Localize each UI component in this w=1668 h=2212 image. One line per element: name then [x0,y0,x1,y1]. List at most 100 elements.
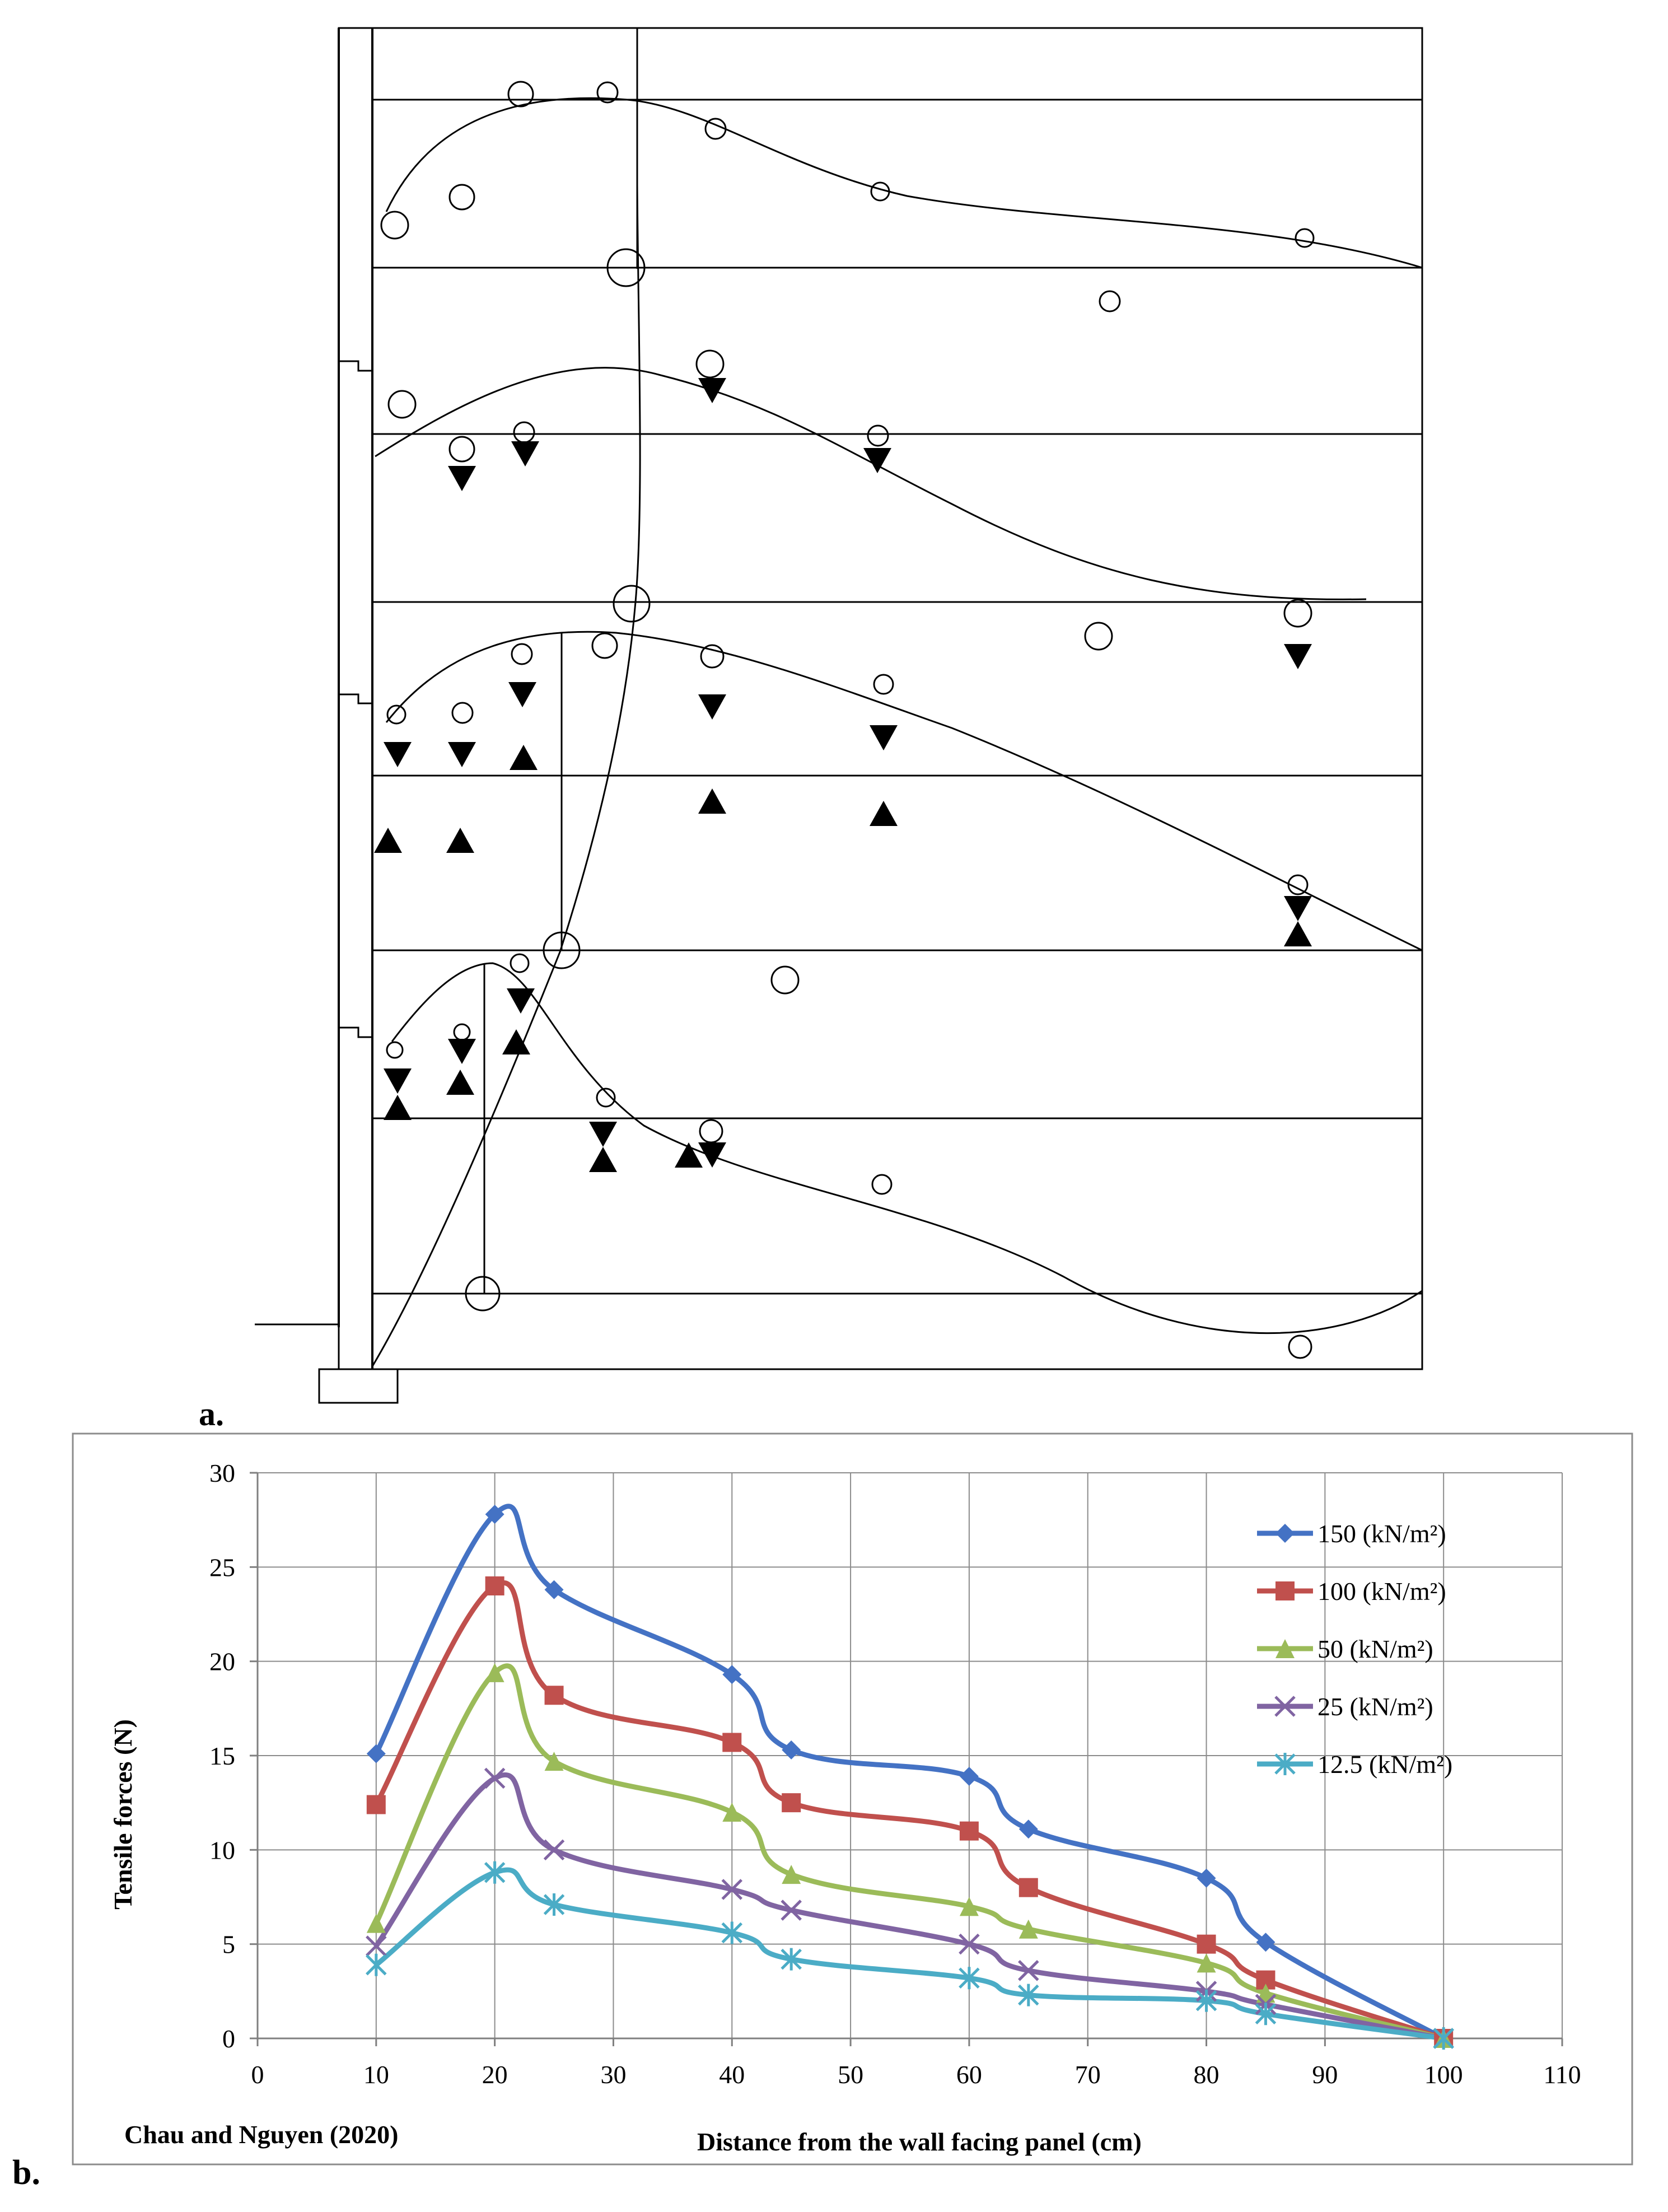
legend-item-4: 12.5 (kN/m²) [1257,1750,1452,1779]
data-point-4 [543,1893,565,1916]
data-point-4-shape [366,1953,387,1976]
legend-swatch-marker [1274,1696,1296,1717]
data-point-0-shape [544,1580,564,1599]
data-point-0-shape [722,1665,742,1684]
data-point-4-shape [1195,1989,1217,2012]
data-point-2 [485,1663,504,1682]
data-point-0 [959,1767,979,1786]
data-point-2-shape [544,1752,564,1771]
measured-circle [513,421,535,444]
legend-label: 50 (kN/m²) [1317,1635,1433,1663]
x-tick-label: 50 [838,2060,863,2089]
measured-circle [510,953,530,973]
data-point-0 [1197,1868,1216,1888]
measured-circle [870,181,890,202]
data-point-1-shape [366,1795,386,1814]
triangle-down [698,694,726,720]
triangle-down [384,1068,412,1094]
triangle-up [675,1142,703,1168]
legend-label: 25 (kN/m²) [1317,1692,1433,1721]
measured-circles [380,81,1315,1359]
measured-circle [451,702,474,724]
data-point-2 [959,1897,979,1916]
triangle-down [589,1122,617,1147]
data-point-0-shape [782,1740,801,1760]
triangle-up [510,745,538,770]
data-point-1-shape [722,1733,742,1752]
y-tick-label: 15 [209,1742,235,1770]
reinforcement-layers [372,99,1422,1295]
citation-label: Chau and Nguyen (2020) [124,2120,399,2149]
legend-swatch-marker-shape [1274,1696,1296,1717]
measured-circle [695,349,725,379]
legend-swatch-marker [1275,1581,1295,1600]
series-lines [373,1504,1445,2041]
data-point-4 [1433,2027,1454,2050]
data-point-2 [1197,1953,1216,1973]
data-point-3 [543,1839,565,1861]
data-point-3 [484,1767,506,1789]
data-point-4-shape [1433,2027,1454,2050]
data-point-0 [1018,1819,1038,1839]
data-point-0 [722,1665,742,1684]
measured-circle [871,1174,893,1195]
data-point-3 [959,1933,980,1955]
data-point-1 [1018,1878,1038,1897]
measured-circle [704,118,727,140]
measured-circle [386,704,407,725]
data-point-0 [782,1740,801,1760]
data-point-4 [484,1861,506,1884]
y-tick-label: 20 [209,1648,235,1676]
data-point-2-shape [485,1663,504,1682]
data-point-1 [544,1686,564,1705]
data-point-3-shape [781,1900,802,1921]
legend-label: 100 (kN/m²) [1317,1577,1446,1606]
data-point-2-shape [959,1897,979,1916]
data-point-0 [1256,1933,1275,1952]
series-markers [366,1505,1454,2050]
levelling-pad [318,1368,399,1404]
data-point-4 [721,1921,743,1944]
y-tick-label: 5 [222,1930,235,1959]
triangle-up [870,801,898,826]
measured-circle [867,424,889,447]
series-line-0 [373,1504,1445,2041]
x-tick-label: 30 [600,2060,626,2089]
triangle-down [448,1039,476,1064]
triangle-up [502,1029,530,1054]
panel-b-chart: 0 10 20 30 40 50 60 70 80 90 100 110 0 5 10 15 20 25 30 1… [12,1432,1633,2192]
tension-curve-2 [375,367,1367,600]
measured-circle [591,632,618,659]
triangles-down [384,378,1312,1168]
series-line-3 [374,1772,1445,2041]
measured-circle [700,644,725,669]
measured-circle [613,585,651,623]
measured-circle [465,1276,501,1312]
x-tick-label: 40 [719,2060,745,2089]
x-tick-label: 90 [1312,2060,1338,2089]
triangle-up [384,1095,412,1120]
legend-swatch-marker-shape [1275,1524,1295,1543]
legend-label: 150 (kN/m²) [1317,1519,1446,1548]
y-tick-label: 25 [209,1553,235,1581]
data-point-3-shape [543,1839,565,1861]
tension-curve-4 [391,962,1423,1334]
panel-a-label: a. [199,1396,224,1432]
data-point-4-shape [1255,2003,1277,2026]
triangle-down [448,742,476,767]
triangle-down [507,988,535,1014]
data-point-3 [781,1900,802,1921]
data-point-1-shape [544,1686,564,1705]
data-point-4 [366,1953,387,1976]
measured-circle [387,390,417,419]
data-point-3 [366,1935,387,1957]
legend-item-0: 150 (kN/m²) [1257,1519,1446,1548]
failure-surface [371,28,641,1367]
data-point-2-shape [722,1803,742,1822]
measured-circle [1295,228,1315,248]
y-tick-label: 30 [209,1459,235,1487]
legend-swatch-marker [1274,1753,1296,1775]
y-axis-title: Tensile forces (N) [109,1719,137,1910]
x-tick-label: 70 [1075,2060,1101,2089]
y-tick-label: 0 [222,2024,235,2053]
